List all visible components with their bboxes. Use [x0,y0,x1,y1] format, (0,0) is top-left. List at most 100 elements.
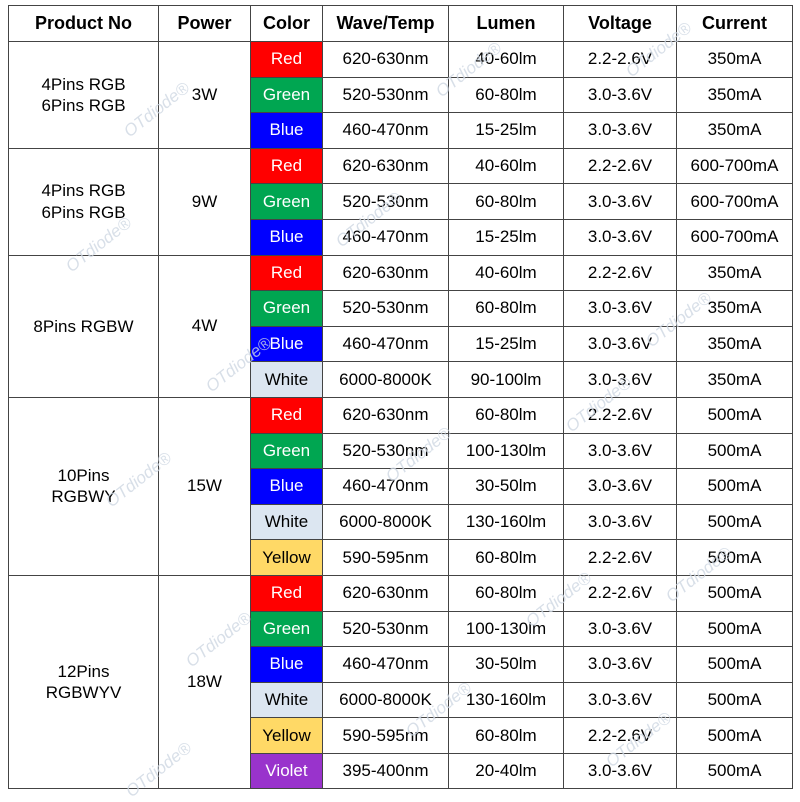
color-cell: Green [250,183,323,220]
current-cell: 350mA [676,112,793,149]
voltage-cell: 3.0-3.6V [563,468,677,505]
current-cell: 350mA [676,76,793,114]
color-cell: Blue [250,112,323,149]
header-lumen: Lumen [448,5,564,42]
color-cell: Red [250,396,323,434]
current-cell: 350mA [676,290,793,327]
current-cell: 500mA [676,468,793,505]
lumen-cell: 40-60lm [448,254,564,292]
wave-temp-cell: 590-595nm [322,539,449,576]
lumen-cell: 40-60lm [448,147,564,185]
current-cell: 500mA [676,646,793,683]
color-cell: White [250,361,323,398]
table-row: Yellow 590-595nm 60-80lm 2.2-2.6V 500mA [9,539,793,576]
header-power: Power [158,5,251,42]
table-row: Blue 460-470nm 15-25lm 3.0-3.6V 350mA [9,112,793,149]
header-current: Current [676,5,793,42]
current-cell: 500mA [676,396,793,434]
wave-temp-cell: 520-530nm [322,610,449,648]
wave-temp-cell: 620-630nm [322,147,449,185]
current-cell: 500mA [676,432,793,470]
power-cell: 15W [158,396,251,576]
table-row: White 6000-8000K 90-100lm 3.0-3.6V 350mA [9,361,793,398]
product-no-cell: 8Pins RGBW [8,254,159,398]
table-row: Green 520-530nm 100-130lm 3.0-3.6V 500mA [9,610,793,648]
color-cell: Blue [250,325,323,363]
color-cell: Green [250,290,323,327]
product-no-line: 8Pins RGBW [33,316,134,336]
current-cell: 600-700mA [676,218,793,256]
wave-temp-cell: 520-530nm [322,76,449,114]
lumen-cell: 60-80lm [448,76,564,114]
table-row: Yellow 590-595nm 60-80lm 2.2-2.6V 500mA [9,717,793,754]
current-cell: 500mA [676,574,793,612]
table-row: 12Pins RGBWYV 18W Red 620-630nm 60-80lm 2.2-2.… [8,574,793,790]
current-cell: 500mA [676,610,793,648]
voltage-cell: 3.0-3.6V [563,752,677,790]
table-row: White 6000-8000K 130-160lm 3.0-3.6V 500mA [9,681,793,719]
product-no-cell: 10Pins RGBWY [8,396,159,576]
wave-temp-cell: 460-470nm [322,646,449,683]
wave-temp-cell: 395-400nm [322,752,449,790]
color-cell: White [250,503,323,541]
table-row: 8Pins RGBW 4W Red 620-630nm 40-60lm 2.2-2.6V 3… [8,254,793,398]
lumen-cell: 60-80lm [448,574,564,612]
table-row: Blue 460-470nm 30-50lm 3.0-3.6V 500mA [9,646,793,683]
lumen-cell: 20-40lm [448,752,564,790]
voltage-cell: 3.0-3.6V [563,610,677,648]
wave-temp-cell: 460-470nm [322,218,449,256]
lumen-cell: 15-25lm [448,218,564,256]
table-row: Green 520-530nm 60-80lm 3.0-3.6V 350mA [9,290,793,327]
product-no-line: 10Pins [57,466,110,486]
lumen-cell: 60-80lm [448,717,564,754]
voltage-cell: 3.0-3.6V [563,361,677,398]
voltage-cell: 3.0-3.6V [563,218,677,256]
power-cell: 9W [158,147,251,256]
wave-temp-cell: 620-630nm [322,254,449,292]
lumen-cell: 130-160lm [448,503,564,541]
color-cell: Yellow [250,717,323,754]
table-row: Blue 460-470nm 15-25lm 3.0-3.6V 600-700mA [9,218,793,256]
wave-temp-cell: 590-595nm [322,717,449,754]
wave-temp-cell: 460-470nm [322,112,449,149]
power-cell: 4W [158,254,251,398]
current-cell: 600-700mA [676,147,793,185]
color-cell: Red [250,41,323,78]
product-no-line: 4Pins RGB [41,181,126,201]
current-cell: 500mA [676,717,793,754]
led-spec-table: Product No Power Color Wave/Temp Lumen V… [8,5,793,790]
lumen-cell: 60-80lm [448,290,564,327]
product-no-line: 6Pins RGB [41,95,126,115]
product-no-line: RGBWY [51,487,116,507]
color-cell: Red [250,574,323,612]
header-voltage: Voltage [563,5,677,42]
lumen-cell: 40-60lm [448,41,564,78]
product-no-line: 12Pins [57,661,110,681]
voltage-cell: 3.0-3.6V [563,112,677,149]
voltage-cell: 2.2-2.6V [563,539,677,576]
color-cell: Blue [250,218,323,256]
wave-temp-cell: 620-630nm [322,41,449,78]
wave-temp-cell: 6000-8000K [322,503,449,541]
current-cell: 500mA [676,752,793,790]
voltage-cell: 2.2-2.6V [563,254,677,292]
voltage-cell: 3.0-3.6V [563,432,677,470]
table-row: 4Pins RGB 6Pins RGB 3W Red 620-630nm 40-60lm 2… [8,41,793,149]
current-cell: 350mA [676,41,793,78]
voltage-cell: 3.0-3.6V [563,290,677,327]
voltage-cell: 3.0-3.6V [563,503,677,541]
lumen-cell: 90-100lm [448,361,564,398]
voltage-cell: 3.0-3.6V [563,76,677,114]
spec-table-wrapper: Product No Power Color Wave/Temp Lumen V… [8,5,793,790]
current-cell: 350mA [676,361,793,398]
header-product-no: Product No [8,5,159,42]
wave-temp-cell: 460-470nm [322,325,449,363]
header-row: Product No Power Color Wave/Temp Lumen V… [8,5,793,42]
color-cell: Red [250,147,323,185]
lumen-cell: 130-160lm [448,681,564,719]
header-wave-temp: Wave/Temp [322,5,449,42]
table-row: 4Pins RGB 6Pins RGB 9W Red 620-630nm 40-60lm 2… [8,147,793,256]
lumen-cell: 60-80lm [448,183,564,220]
wave-temp-cell: 6000-8000K [322,361,449,398]
product-no-line: RGBWYV [45,683,122,703]
